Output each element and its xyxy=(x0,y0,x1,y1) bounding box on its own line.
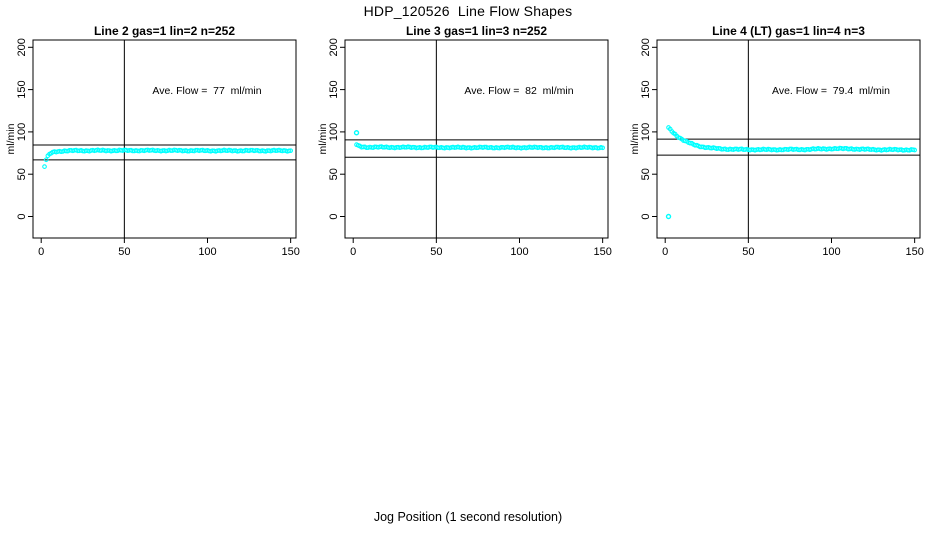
x-tick-label: 50 xyxy=(742,246,754,258)
y-tick-label: 0 xyxy=(328,213,340,219)
y-tick-label: 0 xyxy=(640,213,652,219)
x-tick-label: 150 xyxy=(593,246,611,258)
y-tick-label: 100 xyxy=(16,123,28,141)
panel-2-avg-flow-annotation: Ave. Flow = 82 ml/min xyxy=(464,85,574,97)
y-tick-label: 200 xyxy=(16,38,28,56)
x-tick-label: 50 xyxy=(430,246,442,258)
data-point xyxy=(42,164,47,169)
y-tick-label: 150 xyxy=(640,80,652,98)
data-point xyxy=(43,157,49,163)
y-tick-label: 100 xyxy=(640,123,652,141)
figure-title: HDP_120526 Line Flow Shapes xyxy=(363,3,573,19)
x-tick-label: 50 xyxy=(118,246,130,258)
y-tick-label: 150 xyxy=(328,80,340,98)
panel-2-title: Line 3 gas=1 lin=3 n=252 xyxy=(405,24,548,38)
panel-box xyxy=(32,39,297,239)
x-tick-label: 0 xyxy=(662,246,668,258)
panel-2-y-axis-label: ml/min xyxy=(317,123,329,155)
panel-3-y-axis-label: ml/min xyxy=(629,123,641,155)
x-tick-label: 100 xyxy=(198,246,216,258)
x-tick-label: 150 xyxy=(905,246,923,258)
y-tick-label: 0 xyxy=(16,213,28,219)
x-tick-label: 0 xyxy=(350,246,356,258)
y-tick-label: 50 xyxy=(640,168,652,180)
y-tick-label: 200 xyxy=(640,38,652,56)
panel-1-y-axis-label: ml/min xyxy=(5,123,17,155)
x-tick-label: 0 xyxy=(38,246,44,258)
outlier-point xyxy=(353,130,360,136)
x-axis-label: Jog Position (1 second resolution) xyxy=(373,510,563,524)
panel-3-avg-flow-annotation: Ave. Flow = 79.4 ml/min xyxy=(772,85,890,97)
panel-1-title: Line 2 gas=1 lin=2 n=252 xyxy=(93,24,236,38)
panel-3-title: Line 4 (LT) gas=1 lin=4 n=3 xyxy=(712,24,865,38)
panel-1-avg-flow-annotation: Ave. Flow = 77 ml/min xyxy=(152,85,262,97)
y-tick-label: 150 xyxy=(16,80,28,98)
data-point xyxy=(600,145,606,151)
x-tick-label: 100 xyxy=(822,246,840,258)
outlier-point xyxy=(665,213,672,220)
data-point xyxy=(912,147,918,153)
y-tick-label: 50 xyxy=(16,168,28,180)
y-tick-label: 50 xyxy=(328,168,340,180)
panel-box xyxy=(344,39,609,239)
y-tick-label: 200 xyxy=(328,38,340,56)
x-tick-label: 150 xyxy=(281,246,299,258)
y-tick-label: 100 xyxy=(328,123,340,141)
data-point xyxy=(288,148,294,154)
x-tick-label: 100 xyxy=(510,246,528,258)
